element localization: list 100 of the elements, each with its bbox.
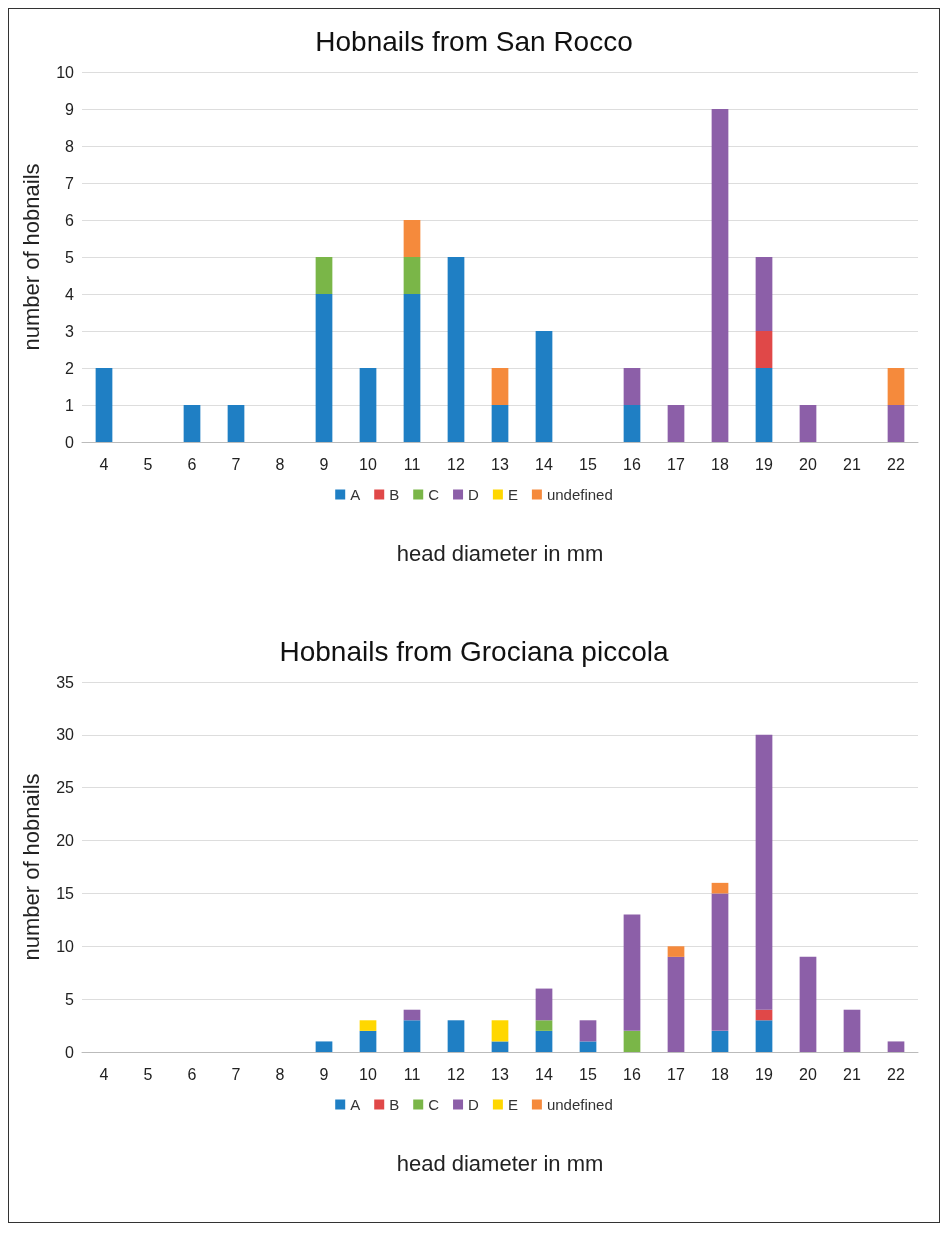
bar xyxy=(711,109,729,442)
bar xyxy=(579,1041,597,1052)
y-tick-label: 7 xyxy=(65,174,75,192)
bar xyxy=(491,368,509,405)
x-tick-label: 17 xyxy=(667,455,685,473)
y-tick-label: 5 xyxy=(65,990,75,1008)
y-tick-label: 10 xyxy=(56,63,75,81)
bar xyxy=(579,1020,597,1042)
x-tick-label: 21 xyxy=(843,1065,861,1083)
x-tick-label: 21 xyxy=(843,455,861,473)
bar xyxy=(887,368,905,405)
x-tick-label: 14 xyxy=(535,1065,553,1083)
x-tick-label: 18 xyxy=(711,1065,729,1083)
bar xyxy=(755,1020,773,1052)
x-tick-label: 20 xyxy=(799,1065,817,1083)
legend-label: B xyxy=(389,486,400,503)
y-tick-label: 3 xyxy=(65,322,75,340)
bar xyxy=(887,405,905,442)
x-tick-label: 15 xyxy=(579,1065,597,1083)
x-tick-label: 11 xyxy=(403,1065,421,1083)
legend-label: A xyxy=(350,1096,361,1113)
x-tick-label: 16 xyxy=(623,455,641,473)
bar xyxy=(535,331,553,442)
bar xyxy=(755,368,773,442)
x-tick-label: 5 xyxy=(143,1065,153,1083)
x-tick-label: 20 xyxy=(799,455,817,473)
bar xyxy=(711,882,729,894)
legend-label: C xyxy=(428,1096,440,1113)
legend-label: C xyxy=(428,486,440,503)
bar xyxy=(315,294,333,442)
bar xyxy=(447,1020,465,1052)
y-tick-label: 9 xyxy=(65,100,75,118)
x-tick-label: 7 xyxy=(231,455,241,473)
legend-label: A xyxy=(350,486,361,503)
bar xyxy=(535,1030,553,1052)
chart-title: Hobnails from Grociana piccola xyxy=(279,635,669,667)
y-tick-label: 4 xyxy=(65,285,75,303)
legend-label: B xyxy=(389,1096,400,1113)
y-tick-label: 2 xyxy=(65,359,75,377)
bar xyxy=(315,1041,333,1052)
bar xyxy=(623,914,641,1031)
chart-title: Hobnails from San Rocco xyxy=(315,25,633,57)
bar xyxy=(403,1020,421,1052)
bar xyxy=(227,405,245,442)
y-tick-label: 1 xyxy=(65,396,75,414)
bar xyxy=(95,368,113,442)
x-tick-label: 11 xyxy=(403,455,421,473)
legend-label: undefined xyxy=(546,486,613,503)
bar xyxy=(887,1041,905,1052)
bar xyxy=(623,405,641,442)
x-tick-label: 22 xyxy=(887,455,905,473)
bar xyxy=(491,405,509,442)
x-tick-label: 12 xyxy=(447,455,465,473)
bar xyxy=(403,257,421,294)
bar xyxy=(667,405,685,442)
bar xyxy=(755,331,773,368)
x-tick-label: 13 xyxy=(491,1065,509,1083)
x-tick-label: 18 xyxy=(711,455,729,473)
bar xyxy=(315,257,333,294)
bar xyxy=(623,1030,641,1052)
bar xyxy=(711,1030,729,1052)
x-tick-label: 4 xyxy=(99,455,109,473)
x-axis-title: head diameter in mm xyxy=(396,540,604,566)
bar xyxy=(667,946,685,957)
x-tick-label: 5 xyxy=(143,455,153,473)
x-tick-label: 13 xyxy=(491,455,509,473)
bar xyxy=(711,893,729,1031)
bar xyxy=(623,368,641,405)
x-tick-label: 19 xyxy=(755,455,773,473)
legend-label: D xyxy=(468,1096,480,1113)
bar xyxy=(359,1030,377,1052)
bar xyxy=(447,257,465,442)
bar xyxy=(755,734,773,1010)
x-tick-label: 7 xyxy=(231,1065,241,1083)
y-axis-title: number of hobnails xyxy=(18,163,44,351)
bar xyxy=(403,1009,421,1021)
x-tick-label: 10 xyxy=(359,1065,377,1083)
x-tick-label: 15 xyxy=(579,455,597,473)
bar xyxy=(535,1020,553,1031)
x-tick-label: 14 xyxy=(535,455,553,473)
y-tick-label: 30 xyxy=(56,726,75,744)
bar xyxy=(359,1020,377,1031)
bar xyxy=(755,257,773,331)
bar xyxy=(491,1041,509,1052)
x-tick-label: 17 xyxy=(667,1065,685,1083)
legend-label: E xyxy=(507,1096,518,1113)
x-tick-label: 6 xyxy=(187,1065,197,1083)
y-tick-label: 0 xyxy=(65,1043,75,1061)
bar xyxy=(403,220,421,257)
bar xyxy=(667,956,685,1052)
x-tick-label: 8 xyxy=(275,1065,285,1083)
bar xyxy=(535,988,553,1021)
x-axis-title: head diameter in mm xyxy=(396,1150,604,1176)
y-tick-label: 0 xyxy=(65,433,75,451)
y-axis-title: number of hobnails xyxy=(18,773,44,961)
x-tick-label: 19 xyxy=(755,1065,773,1083)
x-tick-label: 16 xyxy=(623,1065,641,1083)
bar xyxy=(799,956,817,1052)
x-tick-label: 9 xyxy=(319,455,329,473)
y-tick-label: 8 xyxy=(65,137,75,155)
